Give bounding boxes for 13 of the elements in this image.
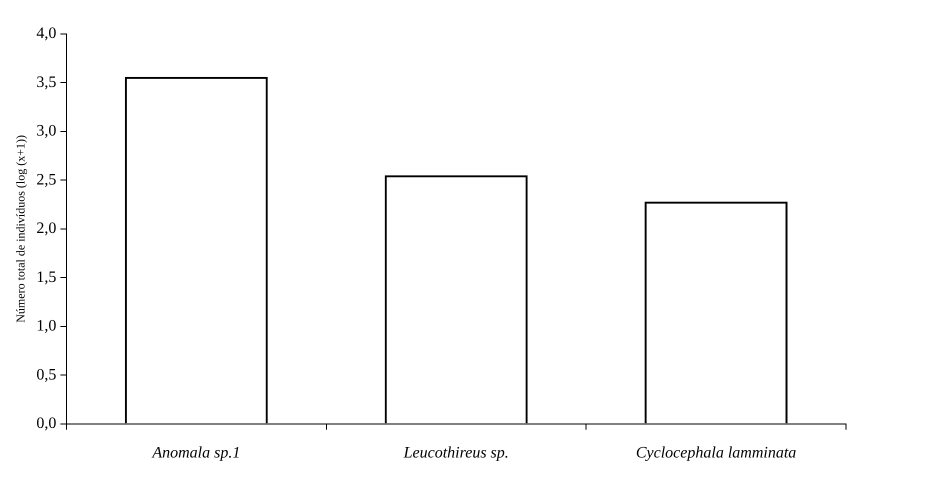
y-tick-label: 2,5	[36, 171, 56, 188]
y-tick-label: 1,5	[36, 268, 56, 286]
y-tick-label: 2,0	[36, 220, 56, 238]
x-tick-label: Leucothireus sp.	[402, 444, 509, 462]
y-tick-label: 3,5	[36, 74, 56, 91]
y-tick-label: 4,0	[36, 25, 56, 42]
y-tick-label: 1,0	[36, 318, 56, 335]
y-tick-label: 3,0	[36, 122, 56, 140]
x-tick-label: Cyclocephala lamminata	[636, 444, 796, 462]
y-tick-label: 0,0	[36, 415, 56, 432]
y-tick-label: 0,5	[36, 366, 56, 384]
x-tick-label: Anomala sp.1	[151, 444, 240, 462]
y-axis-title: Número total de indivíduos (log (x+1))	[13, 135, 28, 323]
